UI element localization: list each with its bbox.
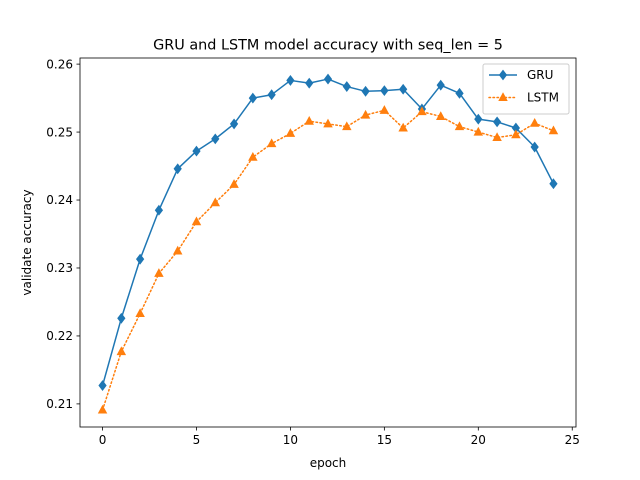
data-point-lstm — [304, 115, 314, 125]
legend-label-gru: GRU — [527, 68, 553, 82]
data-point-gru — [267, 89, 276, 101]
data-point-gru — [229, 118, 239, 130]
x-axis-ticks: 0 5 10 15 20 25 — [99, 427, 580, 447]
data-point-gru — [173, 163, 182, 175]
data-point-gru — [117, 312, 126, 324]
plot-frame — [79, 57, 577, 428]
y-tick-label: 0.21 — [46, 397, 73, 411]
data-point-gru — [286, 74, 295, 86]
data-point-gru — [248, 92, 257, 104]
legend: GRU LSTM — [482, 63, 570, 115]
data-point-gru — [361, 85, 370, 97]
y-tick-label: 0.26 — [46, 57, 73, 71]
data-point-lstm — [379, 105, 390, 114]
data-point-lstm — [285, 128, 296, 137]
data-point-gru — [492, 116, 502, 128]
data-point-gru — [549, 178, 558, 190]
data-point-lstm — [511, 129, 521, 139]
series-layer — [97, 73, 559, 414]
data-point-lstm — [229, 179, 239, 188]
data-point-lstm — [548, 125, 559, 135]
x-tick-label: 0 — [99, 433, 107, 447]
data-point-gru — [98, 380, 107, 391]
data-point-gru — [455, 87, 464, 99]
data-point-lstm — [473, 126, 484, 136]
y-tick-label: 0.22 — [46, 329, 73, 343]
x-tick-label: 15 — [377, 433, 392, 447]
series-lstm — [97, 105, 559, 414]
x-tick-label: 10 — [283, 433, 298, 447]
y-axis-ticks: 0.21 0.22 0.23 0.24 0.25 0.26 — [46, 57, 80, 411]
data-point-lstm — [492, 132, 502, 142]
data-point-gru — [135, 253, 145, 265]
data-point-gru — [323, 73, 333, 85]
data-point-gru — [380, 85, 389, 97]
y-axis-label: validate accuracy — [20, 189, 34, 295]
x-axis-label: epoch — [310, 456, 347, 470]
data-point-lstm — [172, 245, 183, 255]
data-point-gru — [530, 141, 539, 153]
data-point-gru — [436, 79, 445, 91]
data-point-gru — [305, 77, 314, 89]
data-point-lstm — [248, 151, 258, 161]
x-tick-label: 20 — [471, 433, 486, 447]
x-tick-label: 5 — [193, 433, 201, 447]
data-point-gru — [192, 145, 201, 157]
data-point-lstm — [116, 346, 127, 356]
x-tick-label: 25 — [565, 433, 580, 447]
data-point-gru — [474, 113, 483, 125]
legend-label-lstm: LSTM — [527, 91, 559, 105]
data-point-lstm — [191, 216, 202, 226]
y-tick-label: 0.25 — [46, 125, 73, 139]
data-point-lstm — [398, 122, 408, 132]
series-gru — [98, 73, 558, 391]
data-point-gru — [211, 133, 220, 145]
data-point-lstm — [266, 138, 277, 148]
data-point-lstm — [342, 121, 352, 131]
y-tick-label: 0.24 — [46, 193, 73, 207]
y-tick-label: 0.23 — [46, 261, 73, 275]
legend-marker-lstm — [498, 92, 508, 101]
data-point-lstm — [323, 118, 333, 128]
data-point-lstm — [529, 117, 540, 127]
data-point-gru — [399, 83, 408, 95]
data-point-lstm — [154, 268, 164, 277]
data-point-lstm — [97, 404, 108, 414]
data-point-gru — [342, 81, 351, 92]
data-point-lstm — [454, 121, 465, 131]
data-point-lstm — [360, 109, 371, 119]
legend-marker-gru — [498, 69, 508, 81]
chart-title: GRU and LSTM model accuracy with seq_len… — [153, 38, 503, 54]
data-point-lstm — [435, 111, 446, 120]
data-point-gru — [154, 204, 164, 216]
data-point-lstm — [135, 308, 145, 318]
data-point-lstm — [210, 197, 221, 207]
data-point-lstm — [417, 106, 427, 116]
legend-box — [482, 63, 570, 115]
